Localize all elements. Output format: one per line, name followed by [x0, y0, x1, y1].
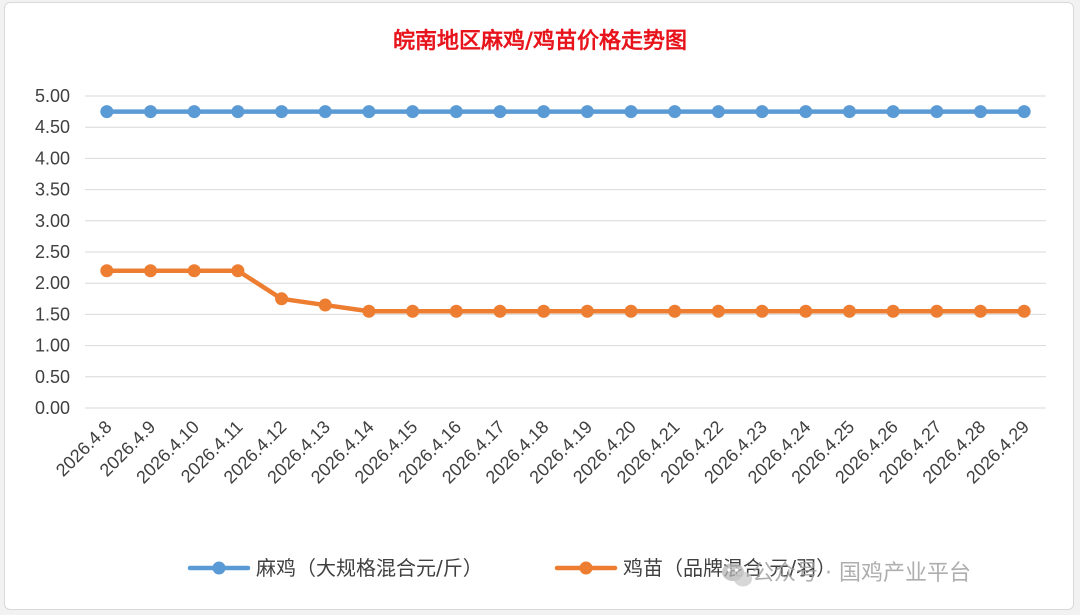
- data-point: [231, 105, 245, 119]
- data-point: [973, 105, 987, 119]
- data-point: [100, 105, 114, 119]
- data-point: [406, 304, 420, 318]
- data-point: [930, 304, 944, 318]
- data-point: [755, 304, 769, 318]
- legend-swatch-marker: [212, 561, 226, 575]
- data-point: [449, 105, 463, 119]
- data-point: [144, 105, 158, 119]
- data-point: [799, 304, 813, 318]
- data-point: [362, 304, 376, 318]
- data-point: [1017, 105, 1031, 119]
- y-tick-label: 2.00: [35, 273, 70, 293]
- data-point: [711, 105, 725, 119]
- y-tick-label: 4.50: [35, 117, 70, 137]
- y-tick-label: 1.50: [35, 304, 70, 324]
- data-point: [318, 105, 332, 119]
- data-point: [537, 105, 551, 119]
- y-tick-label: 1.00: [35, 336, 70, 356]
- data-point: [842, 304, 856, 318]
- y-tick-label: 5.00: [35, 86, 70, 106]
- data-point: [711, 304, 725, 318]
- data-point: [624, 105, 638, 119]
- legend-label: 麻鸡（大规格混合元/斤）: [256, 556, 483, 580]
- data-point: [362, 105, 376, 119]
- grid-lines: [85, 95, 1046, 409]
- legend-swatch-marker: [579, 561, 593, 575]
- data-point: [755, 105, 769, 119]
- chart-title: 皖南地区麻鸡/鸡苗价格走势图: [393, 28, 687, 54]
- data-point: [799, 105, 813, 119]
- data-point: [842, 105, 856, 119]
- data-point: [275, 292, 289, 306]
- data-point: [187, 105, 201, 119]
- data-point: [886, 304, 900, 318]
- data-point: [493, 105, 507, 119]
- y-tick-label: 0.50: [35, 367, 70, 387]
- data-point: [668, 304, 682, 318]
- data-point: [275, 105, 289, 119]
- data-point: [973, 304, 987, 318]
- data-point: [930, 105, 944, 119]
- data-point: [493, 304, 507, 318]
- y-axis-ticks: 0.00 0.50 1.00 1.50 2.00 2.50 3.00 3.50 4.00 4.50…: [35, 86, 70, 418]
- y-tick-label: 3.50: [35, 180, 70, 200]
- series-layer: [100, 105, 1031, 318]
- data-point: [886, 105, 900, 119]
- data-point: [318, 298, 332, 312]
- data-point: [231, 264, 245, 278]
- data-point: [668, 105, 682, 119]
- data-point: [537, 304, 551, 318]
- data-point: [580, 304, 594, 318]
- data-point: [187, 264, 201, 278]
- series-line: [104, 268, 1027, 314]
- data-point: [624, 304, 638, 318]
- x-axis-ticks: 2026.4.82026.4.92026.4.102026.4.112026.4…: [52, 417, 1033, 488]
- data-point: [580, 105, 594, 119]
- data-point: [144, 264, 158, 278]
- data-point: [406, 105, 420, 119]
- y-tick-label: 3.00: [35, 211, 70, 231]
- y-tick-label: 4.00: [35, 148, 70, 168]
- wechat-icon: [722, 563, 752, 587]
- y-tick-label: 0.00: [35, 398, 70, 418]
- y-tick-label: 2.50: [35, 242, 70, 262]
- data-point: [100, 264, 114, 278]
- watermark-text: 公众号 · 国鸡产业平台: [752, 561, 971, 586]
- data-point: [1017, 304, 1031, 318]
- watermark: 公众号 · 国鸡产业平台: [722, 561, 971, 587]
- data-point: [449, 304, 463, 318]
